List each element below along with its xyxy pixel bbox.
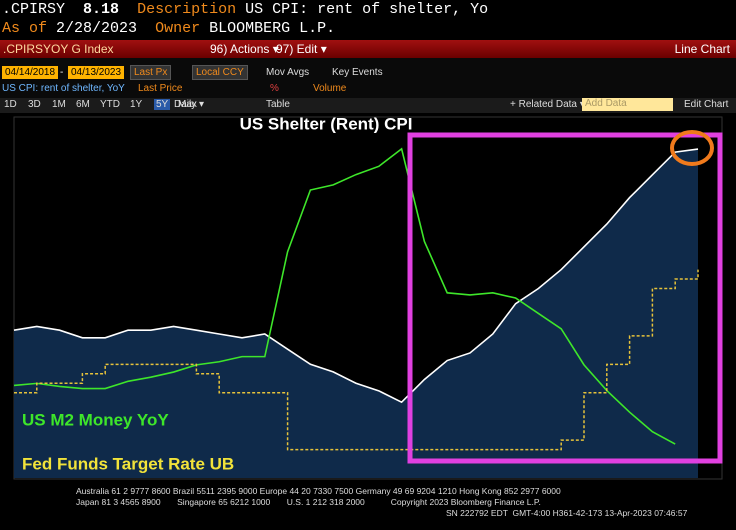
description: US CPI: rent of shelter, Yo [245,1,489,18]
security-desc: US CPI: rent of shelter, YoY [2,83,125,94]
edit-chart[interactable]: Edit Chart [684,99,729,110]
period-button[interactable]: 3D [28,99,41,110]
chart: US Shelter (Rent) CPI US M2 Money YoY Fe… [13,114,723,480]
period-button[interactable]: Max [178,99,197,110]
security[interactable]: .CPIRSYOY G Index [3,42,114,56]
owner: BLOOMBERG L.P. [209,20,336,37]
area [14,149,698,479]
table-button[interactable]: Table [266,99,290,110]
key-events[interactable]: Key Events [332,67,383,78]
controls: 04/14/2018 - 04/13/2023 Last Px Local CC… [0,58,736,98]
annotation: US M2 Money YoY [22,410,169,429]
label: As of [2,20,48,37]
ticker: .CPIRSY [2,1,66,18]
footer: Australia 61 2 9777 8600 Brazil 5511 239… [0,480,736,530]
mov-avgs[interactable]: Mov Avgs [266,67,310,78]
header-row: .CPIRSY 8.18 Description US CPI: rent of… [2,1,488,18]
line [14,269,699,451]
price-label: Last Price [138,83,183,94]
end-date[interactable]: 04/13/2023 [68,66,125,79]
line [13,148,699,404]
annotation: Fed Funds Target Rate UB [22,454,234,473]
as-of: 2/28/2023 [56,20,138,37]
frequency[interactable]: Daily ▾ [174,99,205,110]
footer-line: Australia 61 2 9777 8600 Brazil 5511 239… [76,486,561,496]
pct: % [270,83,279,94]
period-button[interactable]: 1D [4,99,17,110]
highlight-circle [670,130,714,166]
field[interactable]: Last Px [130,65,172,80]
actions-menu[interactable]: 96) Actions ▾ [210,42,279,56]
label: Description [137,1,237,18]
highlight-box [407,132,723,464]
footer-line: SN 222792 EDT GMT-4:00 H361-42-173 13-Ap… [446,508,688,518]
related-data[interactable]: + Related Data ▾ [510,99,585,110]
footer-line: Japan 81 3 4565 8900 Singapore 65 6212 1… [76,497,541,507]
period-button[interactable]: YTD [100,99,120,110]
currency[interactable]: Local CCY [192,65,248,80]
edit-menu[interactable]: 97) Edit ▾ [276,42,327,56]
menu-bar: .CPIRSYOY G Index 96) Actions ▾ 97) Edit… [0,40,736,58]
toolbar: Daily ▾ Table + Related Data ▾ Add Data … [0,98,736,113]
period-button[interactable]: 5Y [154,99,171,110]
chart-title: US Shelter (Rent) CPI [240,114,413,133]
period-button[interactable]: 1Y [130,99,143,110]
line [13,147,676,445]
last-value: 8.18 [83,1,120,18]
label: Owner [155,20,201,37]
period-button[interactable]: 6M [76,99,90,110]
add-data[interactable]: Add Data [582,98,673,111]
header-row: As of 2/28/2023 Owner BLOOMBERG L.P. [2,20,335,37]
view-name: Line Chart [674,42,730,56]
volume: Volume [313,83,347,94]
period-button[interactable]: 1M [52,99,66,110]
start-date[interactable]: 04/14/2018 [2,66,59,79]
dash: - [60,67,64,78]
